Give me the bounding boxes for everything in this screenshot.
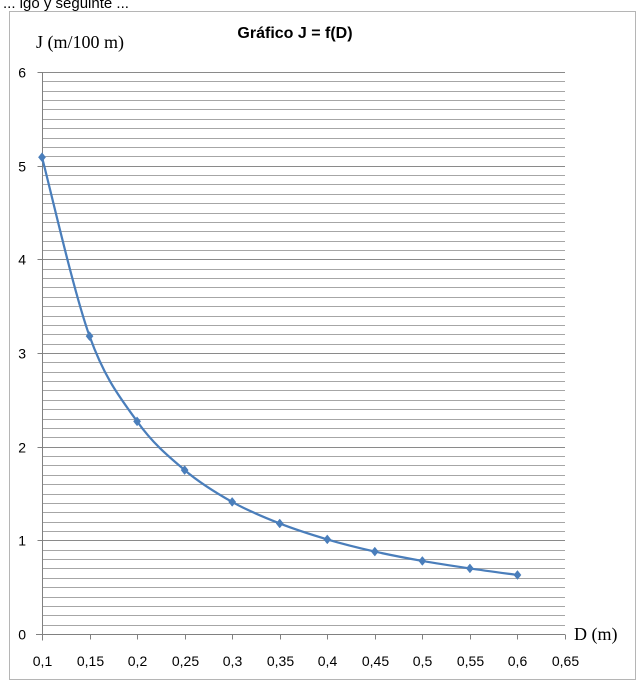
x-tick-label: 0,6 [508, 653, 528, 669]
x-tick-label: 0,55 [457, 653, 484, 669]
data-point-marker [513, 570, 522, 580]
data-point-marker [370, 546, 379, 557]
x-axis-title: D (m) [574, 624, 618, 645]
y-tick-label: 0 [18, 627, 26, 643]
x-tick-label: 0,5 [413, 653, 433, 669]
y-tick-label: 6 [18, 65, 26, 81]
data-point-marker [323, 534, 332, 545]
chart-title: Gráfico J = f(D) [237, 25, 352, 42]
series-layer [38, 152, 522, 580]
data-point-marker [85, 331, 94, 342]
x-tick-label: 0,35 [267, 653, 294, 669]
y-axis-title: J (m/100 m) [36, 32, 124, 53]
data-point-marker [38, 152, 46, 163]
chart-border [9, 11, 636, 680]
x-tick-label: 0,45 [362, 653, 389, 669]
y-tick-label: 3 [18, 346, 26, 362]
axes [36, 72, 566, 641]
x-tick-label: 0,3 [223, 653, 243, 669]
x-tick-label: 0,2 [128, 653, 148, 669]
x-tick-label: 0,4 [318, 653, 338, 669]
y-tick-label: 1 [18, 533, 26, 549]
data-point-marker [180, 465, 189, 475]
x-tick-label: 0,15 [77, 653, 104, 669]
data-point-marker [418, 556, 427, 566]
data-point-marker [465, 563, 474, 574]
y-tick-label: 4 [18, 252, 26, 268]
series-line [40, 156, 518, 577]
y-tick-label: 2 [18, 440, 26, 456]
grid [42, 72, 565, 626]
y-tick-label: 5 [18, 159, 26, 175]
data-point-marker [275, 518, 284, 529]
tick-labels: 0 1 2 3 4 5 6 0,1 0,15 0,2 0,25 0,3 0,35 0,4 0,45 0,5 0,… [18, 65, 579, 670]
x-tick-label: 0,65 [552, 653, 579, 669]
x-tick-label: 0,1 [33, 653, 53, 669]
x-tick-label: 0,25 [172, 653, 199, 669]
partial-caption-text: ... igo y seguinte ... [3, 0, 129, 12]
data-point-marker [133, 416, 142, 427]
data-point-marker [228, 497, 237, 507]
